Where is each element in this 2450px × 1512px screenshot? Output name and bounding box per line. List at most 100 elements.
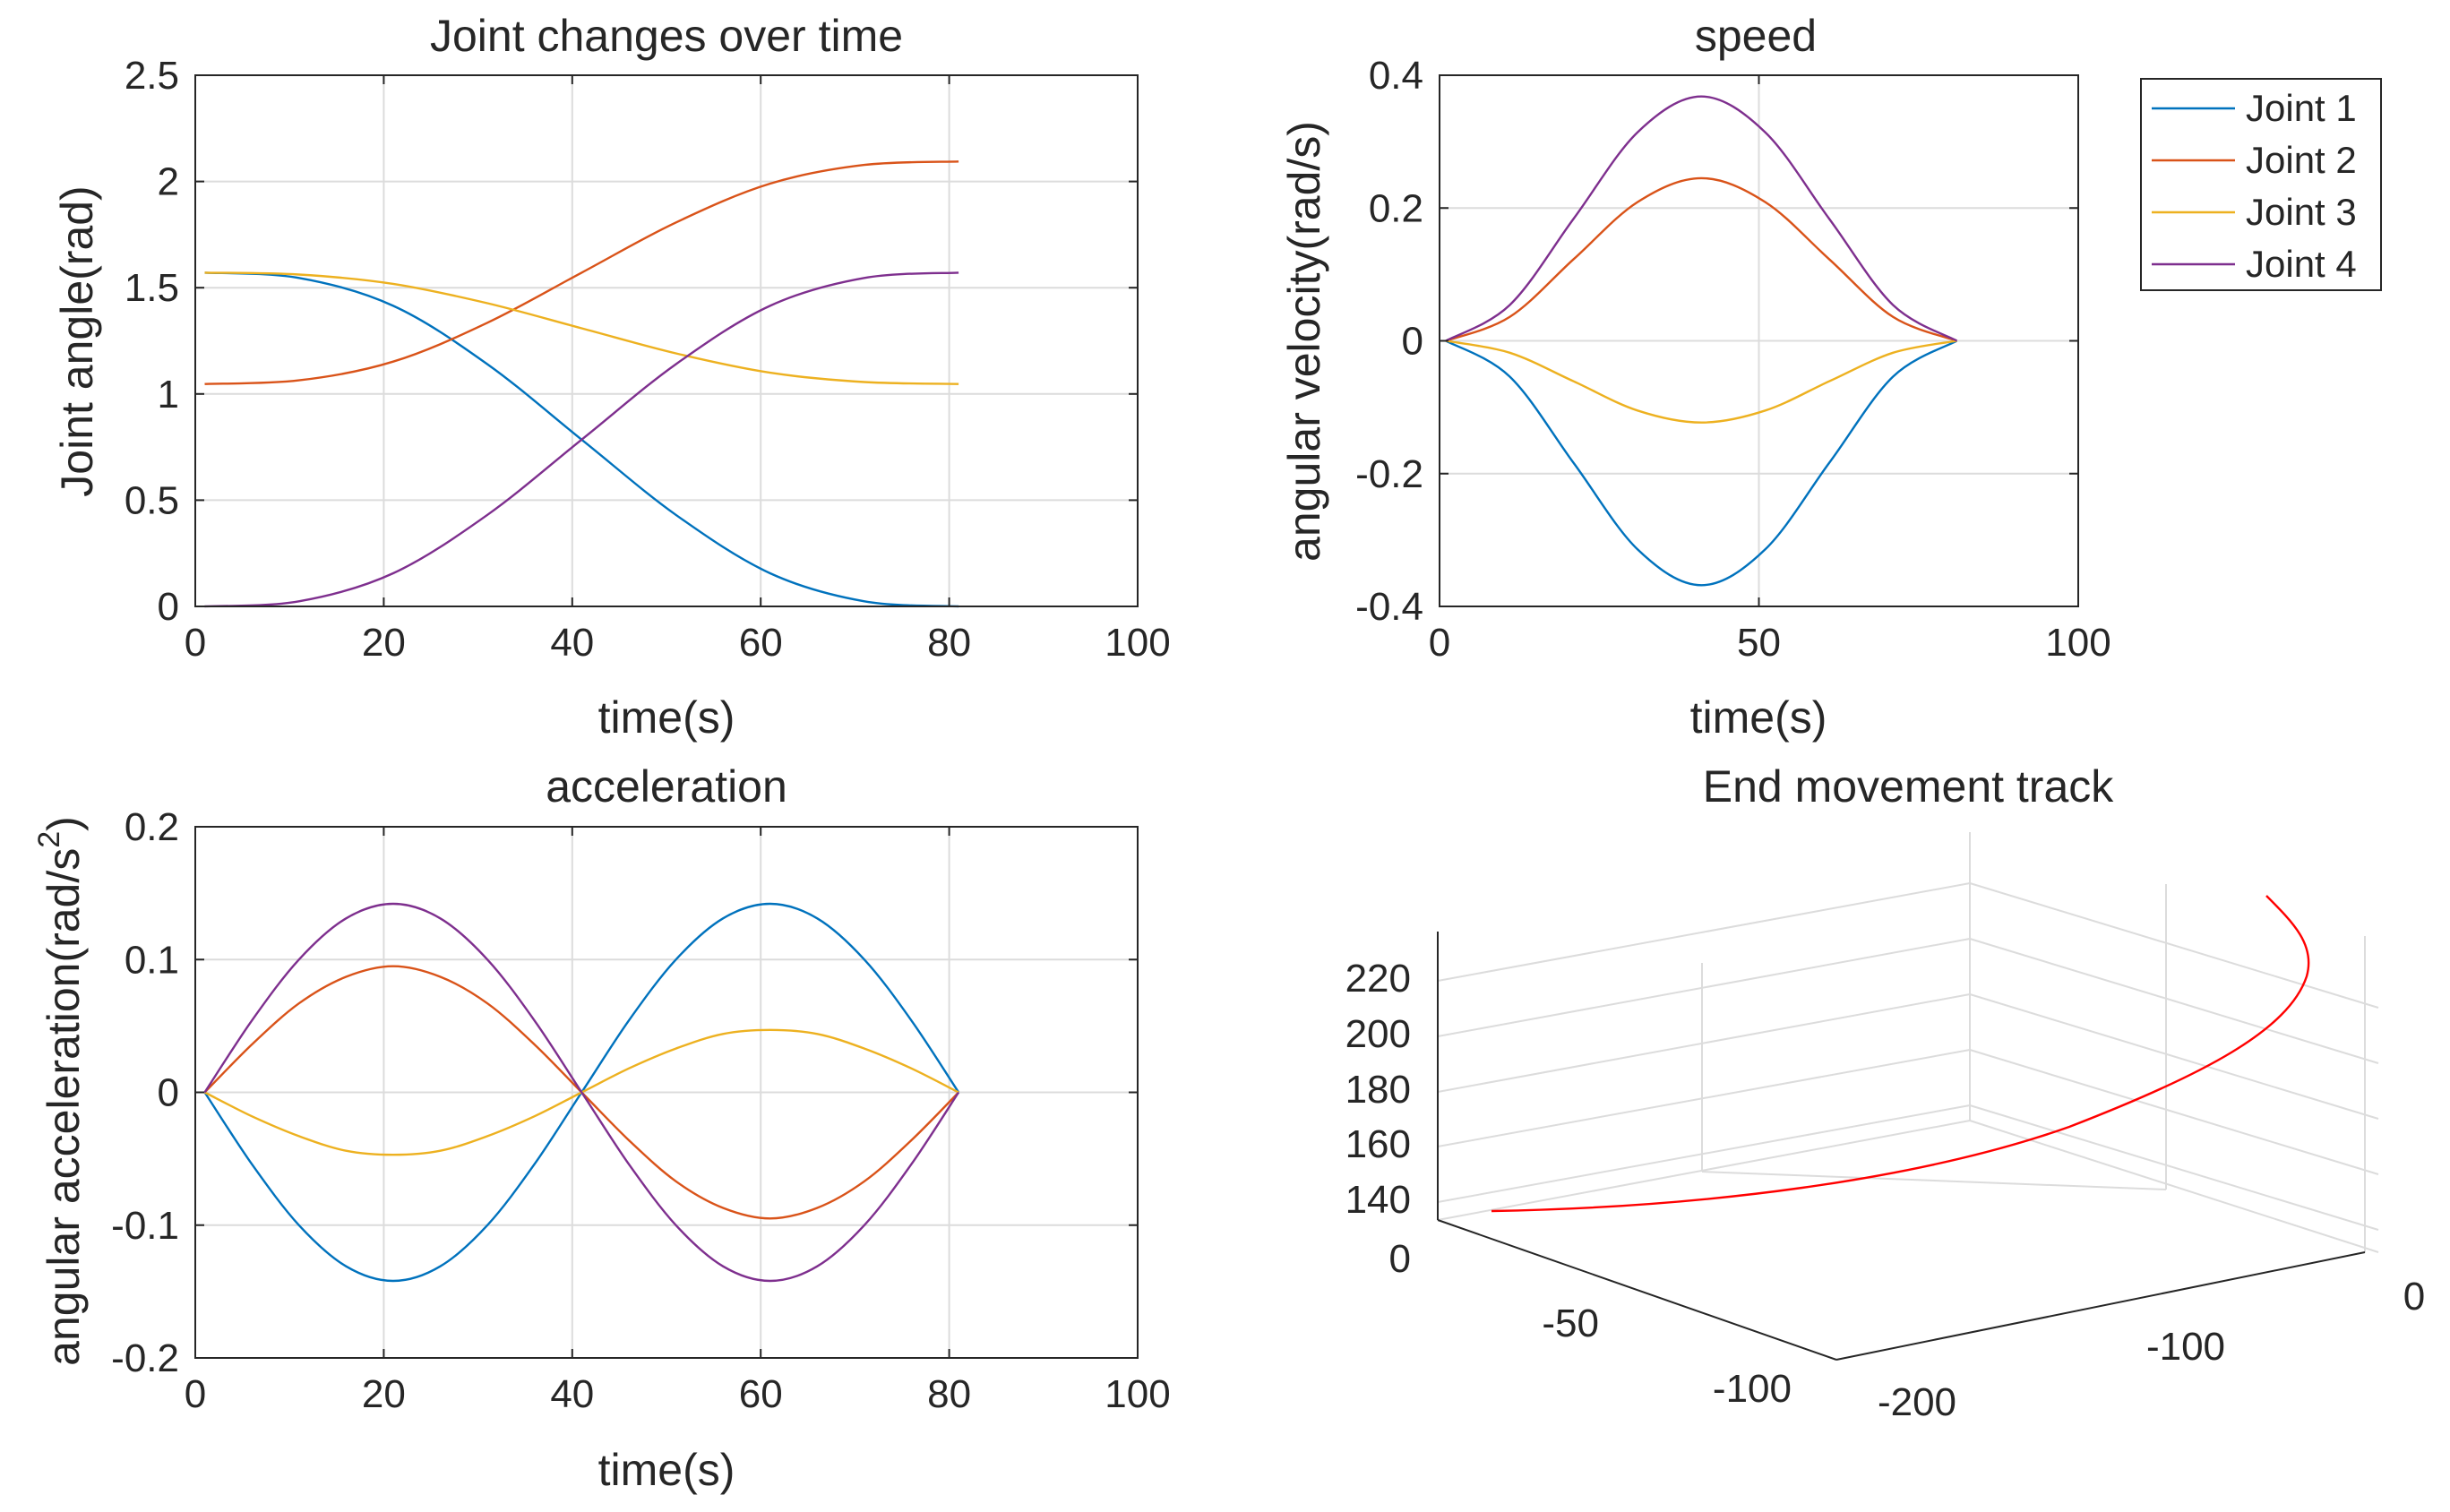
speed-ylabel: angular velocity(rad/s)	[1279, 121, 1329, 562]
z-tick-label: 140	[1345, 1178, 1411, 1222]
joint-angle-axes-box	[194, 74, 1139, 607]
y-tick-label: 0.1	[125, 938, 179, 982]
y-tick-label: 1.5	[125, 266, 179, 310]
series-line-joint-3	[1445, 339, 1957, 424]
x-tick-label: 20	[362, 1372, 406, 1416]
y-tick-label: -0.1	[111, 1204, 179, 1248]
speed-plot: speed 0 50 100 -0.4 -0.2 0 0.2 0.4 time(s) angu…	[1279, 11, 2111, 743]
x-tick-label: -100	[2146, 1325, 2225, 1369]
y-tick-label: 1	[158, 373, 179, 417]
y-tick-label: 0.2	[1369, 186, 1423, 230]
y-tick-label: -0.2	[1355, 452, 1423, 496]
acceleration-ylabel-main: angular acceleration(rad/s	[39, 848, 89, 1366]
joint-angle-ticks: 0 20 40 60 80 100 0 0.5 1 1.5 2 2.5	[125, 54, 1171, 665]
acceleration-plot: acceleration 0 20 40 60 80 100 -0.2 -0.1 0 0.1 0.2…	[32, 761, 1171, 1495]
trajectory-line	[1491, 895, 2310, 1213]
x-tick-label: 80	[927, 621, 971, 665]
series-line-joint-4	[204, 271, 959, 608]
legend-box	[2140, 78, 2382, 291]
joint-angle-plot: Joint changes over time 0 20 40 60 80 100 0 0.5…	[52, 11, 1171, 743]
x-tick-label: 0	[1429, 621, 1450, 665]
end-track-title: End movement track	[1703, 761, 2115, 812]
y-tick-label: 2.5	[125, 54, 179, 98]
grid-line	[1969, 938, 2379, 1064]
y-tick-label: 0	[1402, 320, 1423, 364]
joint-angle-xlabel: time(s)	[598, 692, 735, 743]
grid-line	[1437, 938, 1971, 1037]
y-tick-label: -50	[1542, 1302, 1599, 1345]
series-line-joint-4	[203, 902, 960, 1283]
y-tick-label: 2	[158, 160, 179, 204]
x-axis-line	[1835, 1251, 2366, 1361]
speed-title: speed	[1695, 11, 1817, 61]
acceleration-xlabel: time(s)	[598, 1445, 735, 1495]
grid-line	[1437, 882, 1971, 982]
x-tick-label: 40	[550, 621, 594, 665]
joint-angle-series	[204, 160, 959, 608]
legend-label: Joint 1	[2246, 87, 2357, 129]
grid-line	[1969, 1104, 2379, 1231]
y-tick-label: 0	[158, 585, 179, 629]
x-tick-label: 20	[362, 621, 406, 665]
y-tick-label: 0	[158, 1071, 179, 1115]
z-tick-label: 200	[1345, 1012, 1411, 1056]
grid-line	[1437, 993, 1971, 1093]
z-tick-label: 160	[1345, 1122, 1411, 1166]
grid-line	[1969, 882, 2379, 1009]
y-axis-line	[1437, 1219, 1837, 1361]
grid-line	[1969, 1049, 2379, 1175]
y-tick-label: 0.5	[125, 478, 179, 522]
grid-line	[1437, 1120, 1971, 1221]
speed-xlabel: time(s)	[1690, 692, 1827, 743]
acceleration-ylabel-end: )	[39, 816, 89, 831]
x-tick-label: 60	[739, 621, 783, 665]
x-tick-label: 0	[185, 1372, 206, 1416]
acceleration-ticks: 0 20 40 60 80 100 -0.2 -0.1 0 0.1 0.2	[111, 805, 1171, 1416]
y-tick-label: 0.4	[1369, 54, 1423, 98]
speed-series	[1445, 95, 1958, 587]
end-track-plot: End movement track	[1345, 761, 2426, 1424]
series-line-joint-2	[204, 160, 959, 385]
x-tick-label: 100	[2045, 621, 2110, 665]
y-tick-label: -0.4	[1355, 585, 1423, 629]
acceleration-ylabel-sup: 2	[32, 831, 66, 848]
x-tick-label: 100	[1105, 621, 1170, 665]
grid-line	[1437, 1104, 1971, 1203]
x-tick-label: 0	[2403, 1275, 2425, 1319]
grid-line	[1969, 1120, 2379, 1253]
end-track-grid	[1437, 832, 2379, 1361]
speed-ticks: 0 50 100 -0.4 -0.2 0 0.2 0.4	[1355, 54, 2111, 665]
y-tick-label: 0	[1389, 1237, 1411, 1281]
y-tick-label: -100	[1713, 1367, 1792, 1411]
grid-line	[1701, 1171, 2167, 1190]
series-line-joint-4	[1445, 95, 1958, 342]
x-tick-label: 100	[1105, 1372, 1170, 1416]
z-tick-label: 180	[1345, 1068, 1411, 1112]
x-tick-label: -200	[1878, 1380, 1956, 1424]
grid-line	[1969, 993, 2379, 1120]
legend-label: Joint 2	[2246, 139, 2357, 181]
series-line-joint-1	[1445, 339, 1958, 587]
x-tick-label: 50	[1737, 621, 1781, 665]
acceleration-title: acceleration	[546, 761, 787, 812]
x-tick-label: 80	[927, 1372, 971, 1416]
series-line-joint-3	[204, 271, 959, 385]
legend-label: Joint 4	[2246, 243, 2357, 285]
joint-angle-title: Joint changes over time	[430, 11, 903, 61]
x-tick-label: 60	[739, 1372, 783, 1416]
legend-items: Joint 1 Joint 2 Joint 3 Joint 4	[2152, 87, 2357, 285]
y-tick-label: -0.2	[111, 1336, 179, 1380]
legend: Joint 1 Joint 2 Joint 3 Joint 4	[2140, 78, 2382, 291]
z-tick-label: 220	[1345, 957, 1411, 1001]
end-track-ticks: 220 200 180 160 140 0 -50 -100 -200 -100…	[1345, 957, 2426, 1424]
grid-line	[1437, 1049, 1971, 1147]
x-tick-label: 0	[185, 621, 206, 665]
series-line-joint-2	[1445, 176, 1957, 342]
legend-label: Joint 3	[2246, 191, 2357, 233]
x-tick-label: 40	[550, 1372, 594, 1416]
joint-angle-ylabel: Joint angle(rad)	[52, 185, 102, 496]
y-tick-label: 0.2	[125, 805, 179, 849]
acceleration-ylabel: angular acceleration(rad/s2)	[32, 816, 89, 1366]
